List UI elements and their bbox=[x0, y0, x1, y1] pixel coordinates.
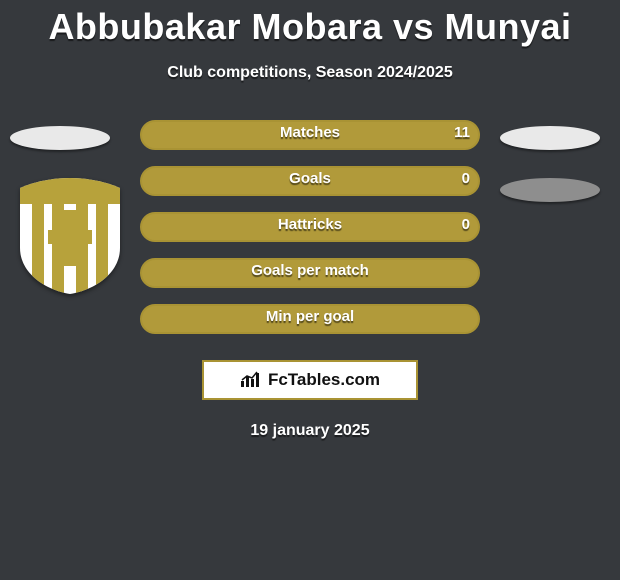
stats-section: Matches 11 Goals 0 Hattricks 0 Goals per… bbox=[0, 120, 620, 440]
stat-label: Matches bbox=[140, 124, 480, 141]
stat-label: Hattricks bbox=[140, 216, 480, 233]
source-badge[interactable]: FcTables.com bbox=[202, 360, 418, 400]
stat-label: Goals per match bbox=[140, 262, 480, 279]
stat-value: 0 bbox=[462, 216, 470, 233]
subtitle: Club competitions, Season 2024/2025 bbox=[0, 64, 620, 82]
comparison-card: Abbubakar Mobara vs Munyai Club competit… bbox=[0, 0, 620, 580]
stat-label: Min per goal bbox=[140, 308, 480, 325]
stat-value: 11 bbox=[454, 124, 470, 141]
source-badge-label: FcTables.com bbox=[268, 370, 380, 390]
page-title: Abbubakar Mobara vs Munyai bbox=[0, 0, 620, 48]
stat-value: 0 bbox=[462, 170, 470, 187]
stat-row: Min per goal bbox=[0, 304, 620, 350]
date-label: 19 january 2025 bbox=[0, 422, 620, 440]
stat-row: Goals 0 bbox=[0, 166, 620, 212]
stat-row: Matches 11 bbox=[0, 120, 620, 166]
stat-label: Goals bbox=[140, 170, 480, 187]
chart-icon bbox=[240, 371, 262, 389]
stat-row: Goals per match bbox=[0, 258, 620, 304]
stat-row: Hattricks 0 bbox=[0, 212, 620, 258]
